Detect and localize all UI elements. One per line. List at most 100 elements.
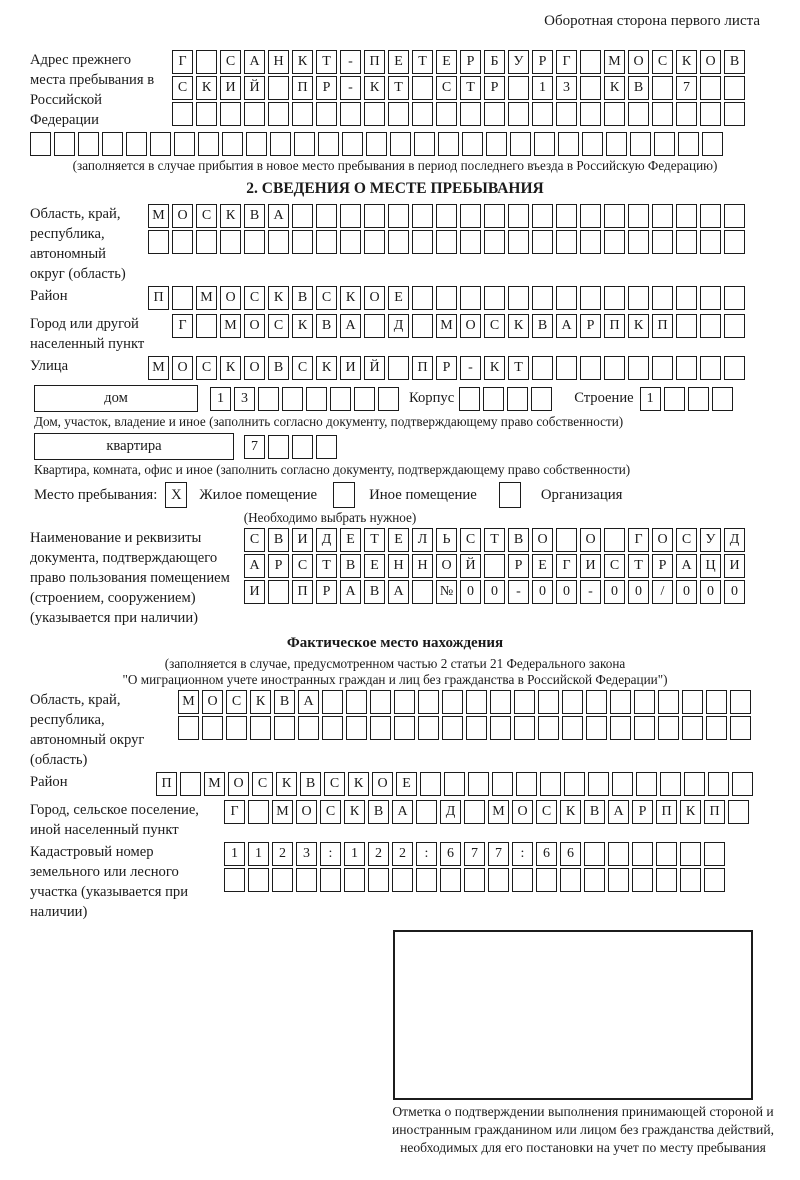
char-box[interactable]: [706, 716, 727, 740]
char-box[interactable]: П: [652, 314, 673, 338]
char-box[interactable]: [660, 772, 681, 796]
char-box[interactable]: Л: [412, 528, 433, 552]
char-box[interactable]: [270, 132, 291, 156]
char-box[interactable]: Е: [340, 528, 361, 552]
char-box[interactable]: [172, 230, 193, 254]
char-box[interactable]: О: [364, 286, 385, 310]
char-box[interactable]: В: [274, 690, 295, 714]
char-box[interactable]: 2: [392, 842, 413, 866]
char-box[interactable]: И: [292, 528, 313, 552]
char-box[interactable]: А: [556, 314, 577, 338]
char-box[interactable]: С: [196, 356, 217, 380]
char-box[interactable]: В: [268, 356, 289, 380]
char-box[interactable]: К: [508, 314, 529, 338]
char-box[interactable]: [730, 716, 751, 740]
char-box[interactable]: [388, 230, 409, 254]
char-box[interactable]: [652, 286, 673, 310]
char-box[interactable]: [632, 842, 653, 866]
char-box[interactable]: [150, 132, 171, 156]
char-box[interactable]: [436, 204, 457, 228]
char-box[interactable]: [390, 132, 411, 156]
char-box[interactable]: 0: [700, 580, 721, 604]
char-box[interactable]: [580, 76, 601, 100]
char-box[interactable]: А: [298, 690, 319, 714]
char-box[interactable]: О: [460, 314, 481, 338]
char-box[interactable]: Е: [532, 554, 553, 578]
char-box[interactable]: 1: [248, 842, 269, 866]
char-box[interactable]: Т: [388, 76, 409, 100]
char-box[interactable]: Т: [316, 50, 337, 74]
char-box[interactable]: [388, 102, 409, 126]
char-box[interactable]: Е: [436, 50, 457, 74]
char-box[interactable]: [536, 868, 557, 892]
char-box[interactable]: [196, 314, 217, 338]
char-box[interactable]: [628, 204, 649, 228]
char-box[interactable]: [724, 356, 745, 380]
char-box[interactable]: [416, 868, 437, 892]
char-box[interactable]: [354, 386, 375, 411]
char-box[interactable]: О: [228, 772, 249, 796]
char-box[interactable]: К: [292, 314, 313, 338]
char-box[interactable]: :: [320, 842, 341, 866]
char-box[interactable]: [178, 716, 199, 740]
char-box[interactable]: П: [292, 580, 313, 604]
char-box[interactable]: [656, 842, 677, 866]
char-box[interactable]: [658, 690, 679, 714]
char-box[interactable]: [484, 204, 505, 228]
char-box[interactable]: 6: [440, 842, 461, 866]
char-box[interactable]: [724, 286, 745, 310]
char-box[interactable]: [346, 716, 367, 740]
char-box[interactable]: К: [364, 76, 385, 100]
char-box[interactable]: Ь: [436, 528, 457, 552]
char-box[interactable]: [610, 716, 631, 740]
char-box[interactable]: [412, 286, 433, 310]
organization-checkbox[interactable]: [498, 482, 521, 508]
char-box[interactable]: О: [372, 772, 393, 796]
char-box[interactable]: Г: [556, 554, 577, 578]
char-box[interactable]: [676, 356, 697, 380]
char-box[interactable]: [604, 528, 625, 552]
char-box[interactable]: [580, 50, 601, 74]
char-box[interactable]: [608, 868, 629, 892]
char-box[interactable]: А: [608, 800, 629, 824]
char-box[interactable]: [306, 386, 327, 411]
char-box[interactable]: [531, 386, 553, 411]
char-box[interactable]: В: [508, 528, 529, 552]
char-box[interactable]: [484, 102, 505, 126]
char-box[interactable]: -: [340, 76, 361, 100]
char-box[interactable]: [340, 204, 361, 228]
char-box[interactable]: [604, 204, 625, 228]
char-box[interactable]: [248, 868, 269, 892]
char-box[interactable]: О: [580, 528, 601, 552]
char-box[interactable]: [340, 230, 361, 254]
other-premises-checkbox[interactable]: [333, 482, 356, 508]
char-box[interactable]: [298, 716, 319, 740]
char-box[interactable]: Д: [316, 528, 337, 552]
char-box[interactable]: Р: [532, 50, 553, 74]
char-box[interactable]: К: [316, 356, 337, 380]
char-box[interactable]: 0: [628, 580, 649, 604]
char-box[interactable]: [412, 314, 433, 338]
char-box[interactable]: [366, 132, 387, 156]
char-box[interactable]: [364, 314, 385, 338]
char-box[interactable]: С: [676, 528, 697, 552]
char-box[interactable]: [244, 230, 265, 254]
char-box[interactable]: П: [704, 800, 725, 824]
char-box[interactable]: О: [172, 204, 193, 228]
char-box[interactable]: [459, 386, 481, 411]
char-box[interactable]: О: [220, 286, 241, 310]
char-box[interactable]: Т: [364, 528, 385, 552]
char-box[interactable]: С: [244, 528, 265, 552]
char-box[interactable]: Т: [460, 76, 481, 100]
char-box[interactable]: [198, 132, 219, 156]
char-box[interactable]: В: [300, 772, 321, 796]
char-box[interactable]: [580, 356, 601, 380]
char-box[interactable]: [532, 286, 553, 310]
char-box[interactable]: [532, 356, 553, 380]
char-box[interactable]: У: [508, 50, 529, 74]
char-box[interactable]: 0: [460, 580, 481, 604]
char-box[interactable]: М: [220, 314, 241, 338]
char-box[interactable]: [394, 690, 415, 714]
char-box[interactable]: [436, 102, 457, 126]
char-box[interactable]: [538, 716, 559, 740]
